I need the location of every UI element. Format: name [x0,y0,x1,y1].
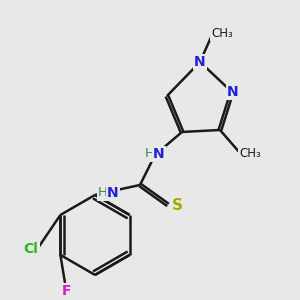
Text: N: N [153,147,165,161]
Text: F: F [61,284,71,298]
Text: S: S [172,199,182,214]
Text: H: H [98,187,108,200]
Text: H: H [145,148,155,160]
Text: N: N [227,85,239,99]
Text: N: N [107,186,119,200]
Text: N: N [194,55,206,69]
Text: CH₃: CH₃ [211,28,233,40]
Text: Cl: Cl [24,242,38,256]
Text: CH₃: CH₃ [239,148,261,160]
